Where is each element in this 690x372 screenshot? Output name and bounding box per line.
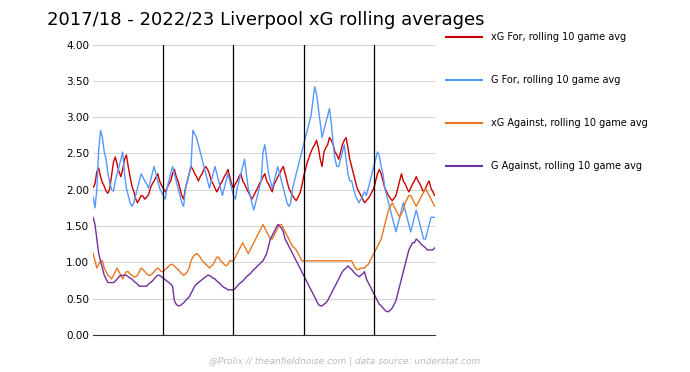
G Against, rolling 10 game avg	[251, 266, 259, 270]
xG Against, rolling 10 game avg	[405, 193, 413, 198]
G For, rolling 10 game avg	[89, 195, 97, 199]
G For, rolling 10 game avg	[431, 215, 439, 219]
G For, rolling 10 game avg	[286, 201, 295, 205]
Text: G For, rolling 10 game avg: G For, rolling 10 game avg	[491, 75, 621, 85]
xG Against, rolling 10 game avg	[143, 272, 151, 276]
xG For, rolling 10 game avg	[303, 160, 311, 164]
xG Against, rolling 10 game avg	[351, 266, 359, 270]
xG For, rolling 10 game avg	[325, 135, 333, 140]
G Against, rolling 10 game avg	[349, 269, 357, 274]
xG For, rolling 10 game avg	[143, 195, 151, 199]
G For, rolling 10 game avg	[420, 237, 428, 241]
xG For, rolling 10 game avg	[89, 185, 97, 190]
Line: G Against, rolling 10 game avg: G Against, rolling 10 game avg	[93, 217, 435, 312]
Line: xG Against, rolling 10 game avg: xG Against, rolling 10 game avg	[93, 188, 435, 279]
xG For, rolling 10 game avg	[133, 201, 141, 205]
Text: 2017/18 - 2022/23 Liverpool xG rolling averages: 2017/18 - 2022/23 Liverpool xG rolling a…	[47, 11, 484, 29]
Line: G For, rolling 10 game avg: G For, rolling 10 game avg	[93, 87, 435, 239]
G For, rolling 10 game avg	[302, 135, 310, 140]
xG Against, rolling 10 game avg	[108, 277, 116, 281]
xG For, rolling 10 game avg	[431, 193, 439, 198]
G Against, rolling 10 game avg	[405, 248, 413, 252]
xG Against, rolling 10 game avg	[303, 259, 311, 263]
Line: xG For, rolling 10 game avg: xG For, rolling 10 game avg	[93, 138, 435, 203]
xG For, rolling 10 game avg	[288, 193, 297, 198]
Text: @Prolix // theanfieldnoise.com | data source: understat.com: @Prolix // theanfieldnoise.com | data so…	[210, 357, 480, 366]
G For, rolling 10 game avg	[310, 84, 319, 89]
G For, rolling 10 game avg	[405, 222, 413, 227]
xG For, rolling 10 game avg	[353, 186, 362, 190]
xG For, rolling 10 game avg	[406, 186, 415, 190]
G Against, rolling 10 game avg	[302, 277, 310, 281]
G For, rolling 10 game avg	[141, 179, 149, 183]
xG Against, rolling 10 game avg	[288, 244, 297, 248]
G Against, rolling 10 game avg	[89, 215, 97, 219]
Text: xG Against, rolling 10 game avg: xG Against, rolling 10 game avg	[491, 118, 648, 128]
Text: G Against, rolling 10 game avg: G Against, rolling 10 game avg	[491, 161, 642, 170]
xG Against, rolling 10 game avg	[422, 186, 430, 190]
G For, rolling 10 game avg	[251, 201, 259, 205]
Text: xG For, rolling 10 game avg: xG For, rolling 10 game avg	[491, 32, 627, 42]
xG For, rolling 10 game avg	[253, 186, 262, 190]
G Against, rolling 10 game avg	[286, 248, 295, 252]
G For, rolling 10 game avg	[351, 193, 359, 198]
xG Against, rolling 10 game avg	[253, 233, 262, 238]
G Against, rolling 10 game avg	[141, 284, 149, 288]
xG Against, rolling 10 game avg	[89, 251, 97, 256]
xG Against, rolling 10 game avg	[431, 204, 439, 209]
G Against, rolling 10 game avg	[382, 310, 391, 314]
G Against, rolling 10 game avg	[431, 246, 439, 250]
